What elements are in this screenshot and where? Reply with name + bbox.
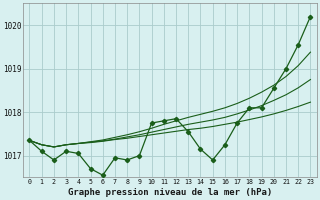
X-axis label: Graphe pression niveau de la mer (hPa): Graphe pression niveau de la mer (hPa) [68, 188, 272, 197]
